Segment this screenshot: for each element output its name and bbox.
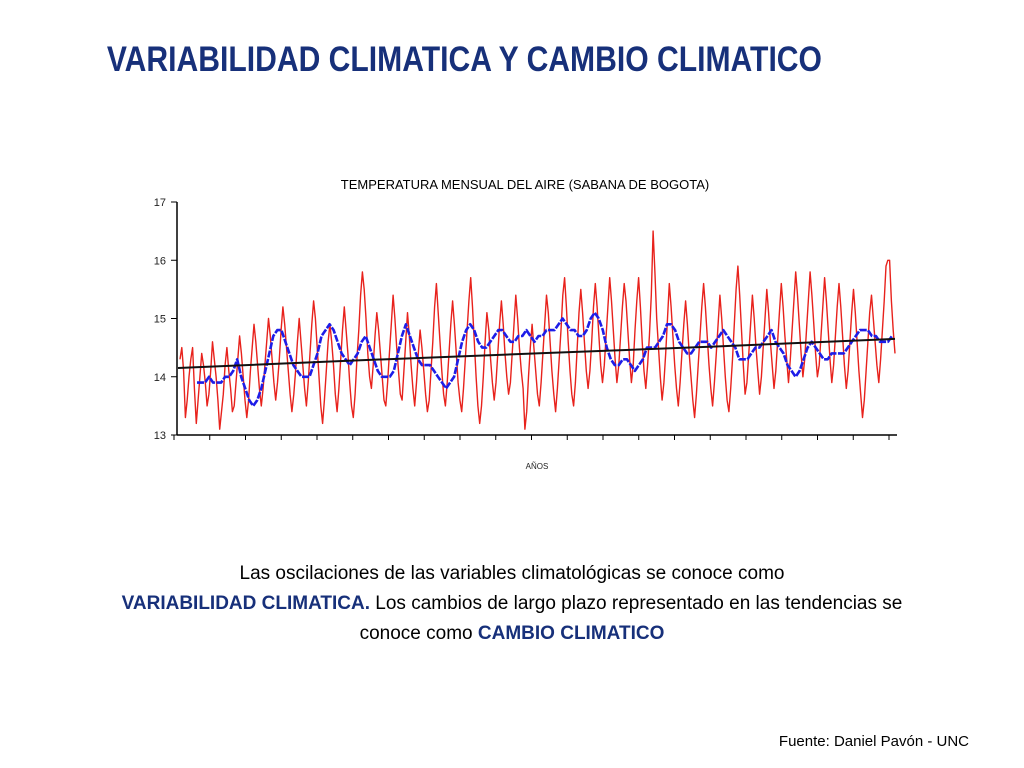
caption-highlight-variabilidad: VARIABILIDAD CLIMATICA.	[121, 593, 371, 614]
y-tick-label: 14	[154, 372, 166, 384]
y-tick-label: 16	[154, 255, 166, 267]
caption-text-1: Las oscilaciones de las variables climat…	[239, 563, 785, 584]
temperature-chart: TEMPERATURA MENSUAL DEL AIRE (SABANA DE …	[100, 170, 920, 480]
smoothed-temperature-line	[197, 311, 894, 408]
chart-svg: TEMPERATURA MENSUAL DEL AIRE (SABANA DE …	[154, 177, 897, 471]
trend-line	[177, 337, 896, 369]
footer-source: Fuente: Daniel Pavón - UNC	[778, 733, 969, 750]
y-tick-label: 15	[154, 314, 166, 326]
y-tick-label: 13	[154, 430, 166, 442]
slide-title: VARIABILIDAD CLIMATICA Y CAMBIO CLIMATIC…	[106, 40, 822, 79]
monthly-temperature-line	[179, 230, 896, 430]
y-tick-label: 17	[154, 197, 166, 209]
x-axis-ticks	[173, 435, 890, 440]
caption-text-2: Los cambios de largo plazo representado …	[359, 593, 903, 644]
caption: Las oscilaciones de las variables climat…	[112, 559, 912, 649]
chart-title: TEMPERATURA MENSUAL DEL AIRE (SABANA DE …	[341, 177, 709, 192]
caption-highlight-cambio: CAMBIO CLIMATICO	[477, 623, 665, 644]
x-axis-label: AÑOS	[526, 462, 549, 471]
y-axis-ticks: 13 14 15 16 17	[154, 197, 177, 442]
